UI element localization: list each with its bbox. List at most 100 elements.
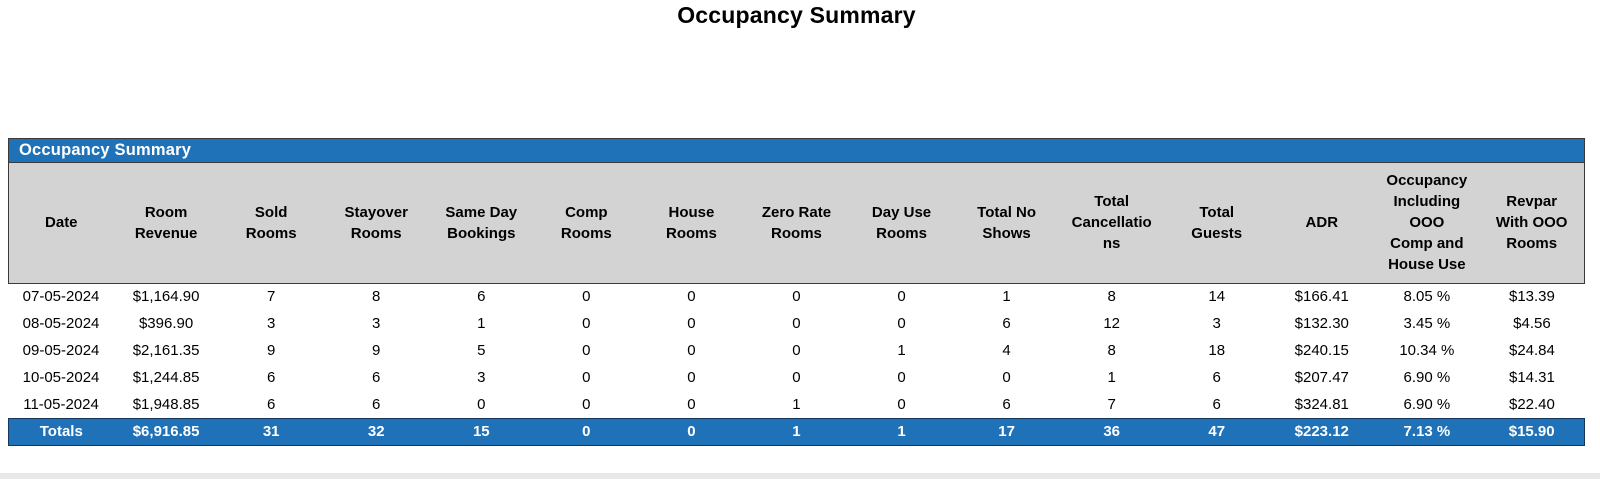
occupancy-summary-block: Occupancy Summary Date Room Revenue Sold R… xyxy=(7,138,1586,446)
cell-total-cancellations: 12 xyxy=(1059,310,1165,337)
cell-comp-rooms: 0 xyxy=(533,310,639,337)
cell-date: 09-05-2024 xyxy=(8,337,114,364)
column-header-total-cancellations: Total Cancellatio ns xyxy=(1059,163,1165,284)
table-row: 07-05-2024 $1,164.90 7 8 6 0 0 0 0 1 8 14 $166.41 8.0… xyxy=(8,283,1585,310)
header-row: Date Room Revenue Sold Rooms Stayover Rooms… xyxy=(7,163,1586,284)
column-header-day-use-rooms: Day Use Rooms xyxy=(849,163,955,284)
column-header-comp-rooms: Comp Rooms xyxy=(533,163,639,284)
cell-comp-rooms: 0 xyxy=(533,364,639,391)
table-row: 08-05-2024 $396.90 3 3 1 0 0 0 0 6 12 3 $132.30 3.45 … xyxy=(8,310,1585,337)
totals-cell-total-cancellations: 36 xyxy=(1059,417,1165,446)
section-title: Occupancy Summary xyxy=(19,141,192,159)
cell-adr: $207.47 xyxy=(1269,364,1375,391)
table-row: 11-05-2024 $1,948.85 6 6 0 0 0 1 0 6 7 6 $324.81 6.90… xyxy=(8,391,1585,418)
cell-same-day-bookings: 1 xyxy=(428,310,534,337)
section-header-bar: Occupancy Summary xyxy=(8,138,1585,163)
cell-occupancy-including-ooo: 3.45 % xyxy=(1374,310,1480,337)
cell-adr: $132.30 xyxy=(1269,310,1375,337)
cell-total-no-shows: 6 xyxy=(954,391,1060,418)
cell-room-revenue: $1,244.85 xyxy=(113,364,219,391)
cell-zero-rate-rooms: 0 xyxy=(743,364,849,391)
totals-cell-house-rooms: 0 xyxy=(638,417,744,446)
totals-cell-total-guests: 47 xyxy=(1164,417,1270,446)
page-bottom-edge xyxy=(0,473,1600,479)
cell-room-revenue: $396.90 xyxy=(113,310,219,337)
cell-zero-rate-rooms: 0 xyxy=(743,283,849,310)
column-header-adr: ADR xyxy=(1269,163,1375,284)
cell-sold-rooms: 9 xyxy=(218,337,324,364)
cell-zero-rate-rooms: 0 xyxy=(743,337,849,364)
totals-cell-occupancy-including-ooo: 7.13 % xyxy=(1374,417,1480,446)
cell-total-no-shows: 4 xyxy=(954,337,1060,364)
cell-same-day-bookings: 0 xyxy=(428,391,534,418)
table-row: 09-05-2024 $2,161.35 9 9 5 0 0 0 1 4 8 18 $240.15 10.… xyxy=(8,337,1585,364)
table-row: 10-05-2024 $1,244.85 6 6 3 0 0 0 0 0 1 6 $207.47 6.90… xyxy=(8,364,1585,391)
cell-house-rooms: 0 xyxy=(638,283,744,310)
totals-cell-adr: $223.12 xyxy=(1269,417,1375,446)
totals-cell-day-use-rooms: 1 xyxy=(849,417,955,446)
occupancy-table: Date Room Revenue Sold Rooms Stayover Rooms… xyxy=(7,163,1586,446)
totals-row: Totals $6,916.85 31 32 15 0 0 1 1 17 36 47 $223.12 7.… xyxy=(7,417,1586,446)
cell-stayover-rooms: 6 xyxy=(323,391,429,418)
cell-day-use-rooms: 0 xyxy=(849,310,955,337)
cell-comp-rooms: 0 xyxy=(533,337,639,364)
cell-sold-rooms: 7 xyxy=(218,283,324,310)
cell-house-rooms: 0 xyxy=(638,391,744,418)
cell-room-revenue: $1,948.85 xyxy=(113,391,219,418)
cell-occupancy-including-ooo: 10.34 % xyxy=(1374,337,1480,364)
column-header-date: Date xyxy=(7,163,114,284)
cell-comp-rooms: 0 xyxy=(533,283,639,310)
totals-cell-stayover-rooms: 32 xyxy=(323,417,429,446)
column-header-room-revenue: Room Revenue xyxy=(113,163,219,284)
totals-cell-sold-rooms: 31 xyxy=(218,417,324,446)
column-header-revpar-with-ooo: Revpar With OOO Rooms xyxy=(1479,163,1586,284)
cell-revpar-with-ooo: $14.31 xyxy=(1479,364,1585,391)
column-header-same-day-bookings: Same Day Bookings xyxy=(428,163,534,284)
totals-cell-date: Totals xyxy=(7,417,114,446)
cell-sold-rooms: 6 xyxy=(218,364,324,391)
cell-total-no-shows: 6 xyxy=(954,310,1060,337)
cell-occupancy-including-ooo: 8.05 % xyxy=(1374,283,1480,310)
cell-zero-rate-rooms: 1 xyxy=(743,391,849,418)
totals-cell-revpar-with-ooo: $15.90 xyxy=(1479,417,1586,446)
report-title: Occupancy Summary xyxy=(677,2,916,28)
column-header-total-guests: Total Guests xyxy=(1164,163,1270,284)
cell-same-day-bookings: 3 xyxy=(428,364,534,391)
cell-comp-rooms: 0 xyxy=(533,391,639,418)
cell-room-revenue: $2,161.35 xyxy=(113,337,219,364)
table-head: Date Room Revenue Sold Rooms Stayover Rooms… xyxy=(7,163,1586,284)
cell-stayover-rooms: 6 xyxy=(323,364,429,391)
cell-day-use-rooms: 0 xyxy=(849,364,955,391)
column-header-zero-rate-rooms: Zero Rate Rooms xyxy=(743,163,849,284)
cell-total-guests: 3 xyxy=(1164,310,1270,337)
column-header-occupancy-including-ooo: Occupancy Including OOO Comp and House U… xyxy=(1374,163,1480,284)
cell-revpar-with-ooo: $4.56 xyxy=(1479,310,1585,337)
cell-house-rooms: 0 xyxy=(638,337,744,364)
totals-cell-total-no-shows: 17 xyxy=(954,417,1060,446)
cell-total-guests: 14 xyxy=(1164,283,1270,310)
cell-date: 07-05-2024 xyxy=(8,283,114,310)
cell-sold-rooms: 3 xyxy=(218,310,324,337)
cell-date: 08-05-2024 xyxy=(8,310,114,337)
column-header-sold-rooms: Sold Rooms xyxy=(218,163,324,284)
totals-cell-comp-rooms: 0 xyxy=(533,417,639,446)
cell-total-no-shows: 0 xyxy=(954,364,1060,391)
cell-revpar-with-ooo: $24.84 xyxy=(1479,337,1585,364)
cell-house-rooms: 0 xyxy=(638,310,744,337)
cell-total-no-shows: 1 xyxy=(954,283,1060,310)
table-foot: Totals $6,916.85 31 32 15 0 0 1 1 17 36 47 $223.12 7.… xyxy=(7,417,1586,446)
cell-same-day-bookings: 6 xyxy=(428,283,534,310)
column-header-house-rooms: House Rooms xyxy=(638,163,744,284)
cell-adr: $324.81 xyxy=(1269,391,1375,418)
cell-total-cancellations: 1 xyxy=(1059,364,1165,391)
cell-adr: $166.41 xyxy=(1269,283,1375,310)
cell-day-use-rooms: 0 xyxy=(849,283,955,310)
cell-zero-rate-rooms: 0 xyxy=(743,310,849,337)
cell-room-revenue: $1,164.90 xyxy=(113,283,219,310)
cell-stayover-rooms: 3 xyxy=(323,310,429,337)
cell-total-cancellations: 7 xyxy=(1059,391,1165,418)
cell-date: 10-05-2024 xyxy=(8,364,114,391)
cell-occupancy-including-ooo: 6.90 % xyxy=(1374,364,1480,391)
cell-total-guests: 6 xyxy=(1164,364,1270,391)
totals-cell-zero-rate-rooms: 1 xyxy=(743,417,849,446)
